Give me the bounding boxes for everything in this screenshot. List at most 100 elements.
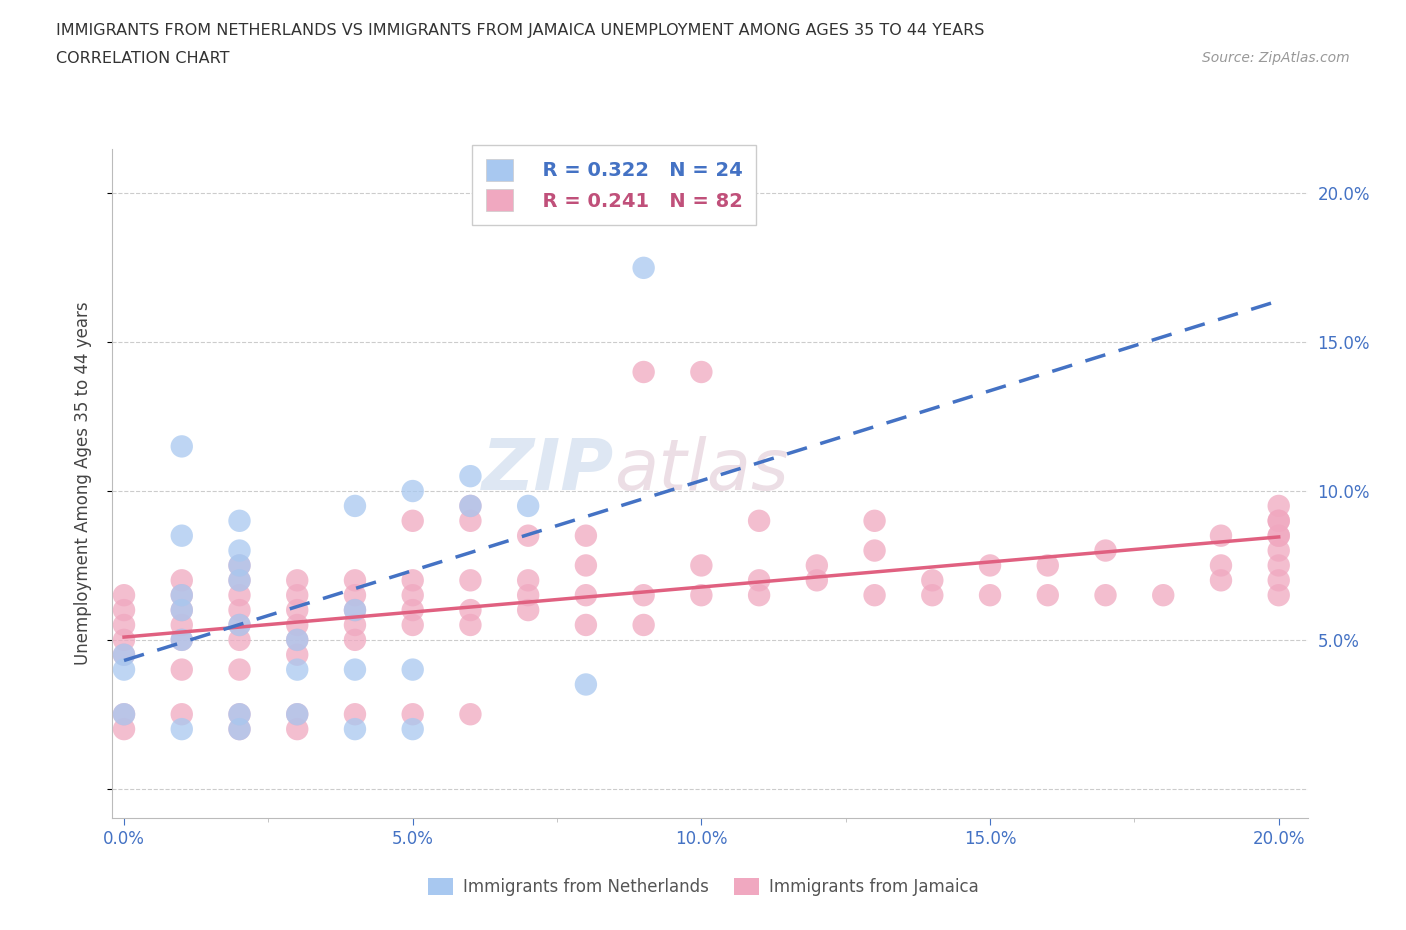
Point bbox=[863, 513, 886, 528]
Point bbox=[112, 662, 135, 677]
Point bbox=[460, 498, 482, 513]
Point bbox=[690, 588, 713, 603]
Point bbox=[575, 528, 598, 543]
Point bbox=[228, 618, 250, 632]
Point bbox=[1267, 528, 1289, 543]
Point bbox=[228, 543, 250, 558]
Point bbox=[170, 618, 193, 632]
Point bbox=[1209, 528, 1232, 543]
Point bbox=[460, 498, 482, 513]
Point bbox=[633, 588, 655, 603]
Point bbox=[402, 484, 425, 498]
Text: atlas: atlas bbox=[614, 436, 789, 505]
Point bbox=[1267, 543, 1289, 558]
Point bbox=[170, 722, 193, 737]
Point bbox=[343, 498, 366, 513]
Point bbox=[1267, 588, 1289, 603]
Point bbox=[575, 558, 598, 573]
Point bbox=[690, 365, 713, 379]
Point bbox=[1036, 558, 1059, 573]
Point bbox=[170, 528, 193, 543]
Point bbox=[1267, 558, 1289, 573]
Point bbox=[170, 588, 193, 603]
Point bbox=[1267, 513, 1289, 528]
Point bbox=[517, 528, 540, 543]
Point bbox=[1094, 543, 1116, 558]
Point bbox=[343, 588, 366, 603]
Point bbox=[633, 260, 655, 275]
Point bbox=[460, 573, 482, 588]
Point bbox=[460, 469, 482, 484]
Point bbox=[228, 722, 250, 737]
Point bbox=[285, 588, 308, 603]
Point bbox=[1152, 588, 1174, 603]
Point bbox=[1094, 588, 1116, 603]
Point bbox=[343, 722, 366, 737]
Point bbox=[170, 588, 193, 603]
Point bbox=[112, 632, 135, 647]
Point bbox=[1036, 588, 1059, 603]
Point bbox=[112, 647, 135, 662]
Legend:   R = 0.322   N = 24,   R = 0.241   N = 82: R = 0.322 N = 24, R = 0.241 N = 82 bbox=[472, 145, 756, 225]
Point bbox=[575, 588, 598, 603]
Point bbox=[633, 618, 655, 632]
Point bbox=[1209, 558, 1232, 573]
Legend: Immigrants from Netherlands, Immigrants from Jamaica: Immigrants from Netherlands, Immigrants … bbox=[420, 871, 986, 903]
Point bbox=[748, 588, 770, 603]
Point bbox=[112, 618, 135, 632]
Text: ZIP: ZIP bbox=[482, 436, 614, 505]
Point bbox=[460, 618, 482, 632]
Point bbox=[228, 573, 250, 588]
Point bbox=[170, 707, 193, 722]
Point bbox=[170, 439, 193, 454]
Point bbox=[921, 588, 943, 603]
Point bbox=[748, 573, 770, 588]
Point bbox=[228, 588, 250, 603]
Point bbox=[402, 618, 425, 632]
Point bbox=[402, 588, 425, 603]
Point bbox=[285, 707, 308, 722]
Point bbox=[402, 662, 425, 677]
Point bbox=[228, 558, 250, 573]
Point bbox=[979, 558, 1001, 573]
Point bbox=[112, 647, 135, 662]
Point bbox=[170, 603, 193, 618]
Point bbox=[170, 632, 193, 647]
Point bbox=[806, 558, 828, 573]
Point bbox=[285, 632, 308, 647]
Point bbox=[343, 707, 366, 722]
Text: IMMIGRANTS FROM NETHERLANDS VS IMMIGRANTS FROM JAMAICA UNEMPLOYMENT AMONG AGES 3: IMMIGRANTS FROM NETHERLANDS VS IMMIGRANT… bbox=[56, 23, 984, 38]
Point bbox=[575, 618, 598, 632]
Point bbox=[460, 603, 482, 618]
Point bbox=[343, 603, 366, 618]
Point bbox=[228, 707, 250, 722]
Point bbox=[285, 647, 308, 662]
Point bbox=[228, 707, 250, 722]
Point bbox=[285, 662, 308, 677]
Point bbox=[170, 632, 193, 647]
Point bbox=[228, 603, 250, 618]
Point bbox=[460, 513, 482, 528]
Point bbox=[285, 603, 308, 618]
Point bbox=[228, 618, 250, 632]
Point bbox=[285, 632, 308, 647]
Point bbox=[402, 513, 425, 528]
Point bbox=[170, 662, 193, 677]
Point bbox=[863, 543, 886, 558]
Point bbox=[228, 573, 250, 588]
Point bbox=[343, 603, 366, 618]
Point bbox=[806, 573, 828, 588]
Text: CORRELATION CHART: CORRELATION CHART bbox=[56, 51, 229, 66]
Point bbox=[748, 513, 770, 528]
Point bbox=[402, 603, 425, 618]
Point bbox=[575, 677, 598, 692]
Point bbox=[343, 662, 366, 677]
Point bbox=[112, 707, 135, 722]
Point bbox=[228, 558, 250, 573]
Point bbox=[112, 722, 135, 737]
Point bbox=[1267, 573, 1289, 588]
Point bbox=[228, 722, 250, 737]
Point bbox=[228, 632, 250, 647]
Point bbox=[921, 573, 943, 588]
Point bbox=[1209, 573, 1232, 588]
